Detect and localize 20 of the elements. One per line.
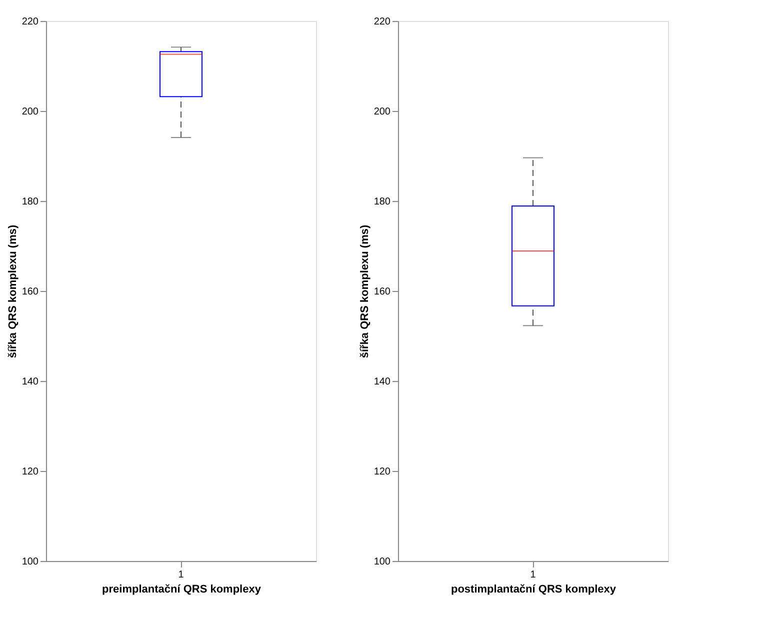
y-tick-label: 160 xyxy=(22,286,39,298)
y-tick-label: 100 xyxy=(374,556,391,568)
y-axis-title: šířka QRS komplexu (ms) xyxy=(6,224,19,358)
x-tick-label: 1 xyxy=(178,570,184,580)
y-tick-label: 180 xyxy=(22,196,39,208)
y-tick-label: 220 xyxy=(22,16,39,28)
y-tick-label: 160 xyxy=(374,286,391,298)
y-tick-label: 200 xyxy=(374,106,391,118)
y-tick-label: 200 xyxy=(22,106,39,118)
x-tick-label: 1 xyxy=(530,570,536,580)
y-tick-label: 140 xyxy=(374,376,391,388)
x-axis-title: preimplantační QRS komplexy xyxy=(102,584,262,596)
y-tick-label: 140 xyxy=(22,376,39,388)
y-tick-label: 220 xyxy=(374,16,391,28)
x-axis-title: postimplantační QRS komplexy xyxy=(450,584,617,596)
y-tick-label: 100 xyxy=(22,556,39,568)
y-tick-label: 180 xyxy=(374,196,391,208)
y-tick-label: 120 xyxy=(374,466,391,478)
y-tick-label: 120 xyxy=(22,466,39,478)
y-axis-title: šířka QRS komplexu (ms) xyxy=(358,224,371,358)
